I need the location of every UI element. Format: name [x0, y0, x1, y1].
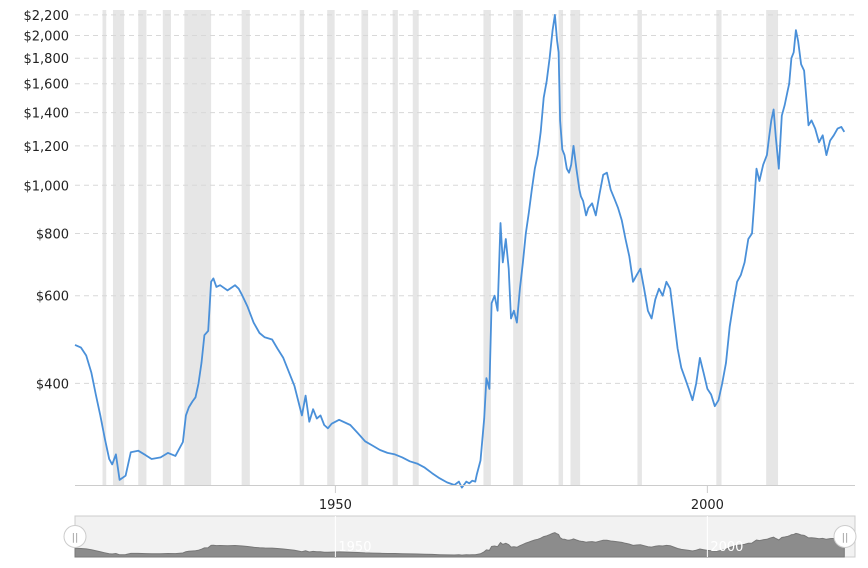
recession-band-3: [162, 10, 171, 485]
y-tick-label: $2,200: [24, 9, 70, 24]
navigator-label: 1950: [338, 540, 371, 555]
recession-band-9: [392, 10, 398, 485]
recession-band-6: [299, 10, 305, 485]
y-tick-label: $1,400: [24, 107, 70, 122]
recession-band-13: [558, 10, 564, 485]
navigator-left-handle[interactable]: ||: [63, 525, 87, 548]
recession-band-4: [184, 10, 212, 485]
recession-band-17: [766, 10, 779, 485]
y-tick-label: $800: [36, 228, 69, 243]
x-tick-label: 2000: [691, 498, 724, 513]
x-tick-label: 1950: [319, 498, 352, 513]
x-axis: 1950 2000: [75, 485, 855, 513]
recession-band-10: [412, 10, 419, 485]
recession-band-15: [637, 10, 642, 485]
y-tick-label: $1,200: [24, 140, 70, 155]
y-tick-label: $600: [36, 290, 69, 305]
navigator-label: 2000: [710, 540, 743, 555]
y-tick-label: $2,000: [24, 29, 70, 44]
recession-band-11: [483, 10, 491, 485]
recession-band-16: [716, 10, 722, 485]
recession-bands: [102, 10, 779, 485]
navigator-right-handle[interactable]: ||: [833, 525, 857, 548]
y-tick-label: $400: [36, 377, 69, 392]
recession-band-0: [102, 10, 107, 485]
handle-knob[interactable]: [833, 525, 857, 548]
navigator-series: [74, 532, 845, 558]
horizontal-gridlines: [75, 14, 855, 384]
range-navigator[interactable]: 1950 2000 || ||: [63, 515, 857, 558]
recession-band-1: [112, 10, 125, 485]
y-tick-label: $1,800: [24, 52, 70, 67]
recession-band-12: [513, 10, 523, 485]
y-tick-label: $1,000: [24, 179, 70, 194]
y-tick-label: $1,600: [24, 78, 70, 93]
recession-band-7: [327, 10, 335, 485]
handle-grip-icon: ||: [842, 533, 849, 544]
plot-area: [74, 14, 846, 489]
recession-band-14: [570, 10, 581, 485]
y-axis-labels: $400 $600 $800 $1,000 $1,200 $1,400 $1,600 $1,8…: [24, 9, 70, 393]
price-line: [74, 14, 846, 489]
recession-band-8: [361, 10, 369, 485]
recession-band-5: [241, 10, 250, 485]
recession-band-2: [138, 10, 147, 485]
handle-knob[interactable]: [63, 525, 87, 548]
handle-grip-icon: ||: [72, 533, 79, 544]
